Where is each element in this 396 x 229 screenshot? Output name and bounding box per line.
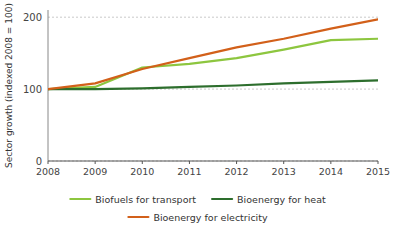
y-axis-label: Sector growth (indexed 2008 = 100): [4, 3, 14, 168]
x-tick-label: 2009: [83, 166, 107, 177]
grid-line: [48, 161, 378, 162]
x-tick: [283, 161, 284, 164]
x-tick: [95, 161, 96, 164]
legend-label: Bioenergy for electricity: [153, 212, 268, 223]
x-tick-label: 2010: [130, 166, 154, 177]
y-tick-label: 200: [23, 12, 42, 23]
x-tick-label: 2011: [177, 166, 201, 177]
x-tick: [330, 161, 331, 164]
legend-swatch: [128, 216, 148, 218]
x-tick: [189, 161, 190, 164]
x-tick: [48, 161, 49, 164]
y-tick-label: 0: [36, 156, 42, 167]
plot-lines: [48, 19, 378, 89]
x-tick: [236, 161, 237, 164]
grid-line: [48, 17, 378, 18]
y-axis-line: [48, 10, 49, 161]
series-line: [48, 19, 378, 89]
legend-swatch: [212, 198, 232, 200]
legend-item: Biofuels for transport: [70, 194, 196, 205]
legend-item: Bioenergy for electricity: [128, 212, 268, 223]
x-tick: [142, 161, 143, 164]
x-tick-label: 2014: [319, 166, 343, 177]
legend-swatch: [70, 198, 90, 200]
legend-label: Bioenergy for heat: [237, 194, 326, 205]
x-tick: [378, 161, 379, 164]
x-tick-label: 2013: [272, 166, 296, 177]
legend: Biofuels for transport Bioenergy for heat…: [70, 194, 326, 223]
legend-item: Bioenergy for heat: [212, 194, 326, 205]
y-tick-label: 100: [23, 84, 42, 95]
legend-label: Biofuels for transport: [95, 194, 196, 205]
x-tick-label: 2012: [224, 166, 248, 177]
x-tick-label: 2008: [36, 166, 60, 177]
chart: 0 100 200 2008 2009 2010 2011 2012 2013 2014 2015 S…: [0, 0, 396, 229]
x-tick-label: 2015: [366, 166, 390, 177]
x-axis-line: [48, 161, 378, 162]
